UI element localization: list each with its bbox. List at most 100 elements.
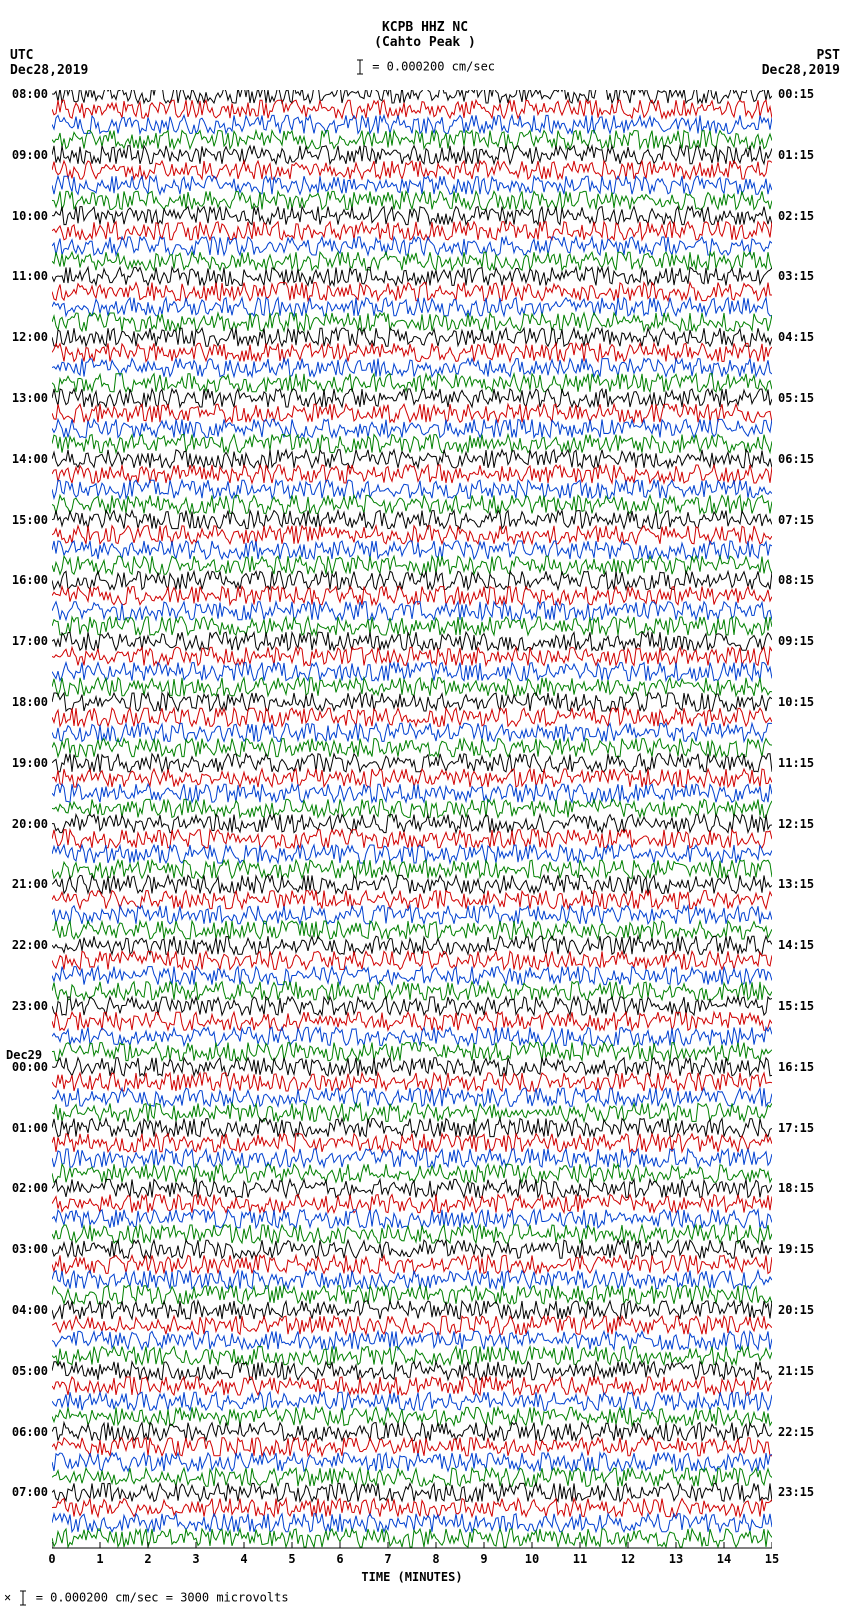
trace-row — [52, 936, 772, 954]
trace-row — [52, 1240, 772, 1258]
trace-row — [52, 435, 772, 453]
trace-row — [52, 739, 772, 757]
right-time-label: 10:15 — [778, 695, 814, 709]
right-time-label: 18:15 — [778, 1181, 814, 1195]
trace-row — [52, 450, 772, 468]
trace-row — [52, 845, 772, 863]
right-time-label: 13:15 — [778, 877, 814, 891]
date-left: Dec28,2019 — [10, 63, 88, 78]
trace-row — [52, 267, 772, 285]
left-time-label: 01:00 — [12, 1121, 48, 1135]
left-time-labels: 08:0009:0010:0011:0012:0013:0014:0015:00… — [6, 90, 50, 1550]
footer-prefix: × — [4, 1591, 11, 1605]
trace-row — [52, 374, 772, 392]
right-time-label: 03:15 — [778, 269, 814, 283]
left-time-label: 07:00 — [12, 1485, 48, 1499]
station-subtitle: (Cahto Peak ) — [0, 35, 850, 50]
tz-right: PST — [762, 48, 840, 63]
trace-row — [52, 784, 772, 802]
right-time-label: 21:15 — [778, 1364, 814, 1378]
x-tick-label: 10 — [525, 1552, 539, 1566]
seismogram-svg — [52, 90, 772, 1550]
left-time-label: 08:00 — [12, 87, 48, 101]
x-tick-label: 2 — [144, 1552, 151, 1566]
seismogram-container: KCPB HHZ NC (Cahto Peak ) = 0.000200 cm/… — [0, 0, 850, 1613]
x-axis: TIME (MINUTES) 0123456789101112131415 — [52, 1550, 772, 1590]
left-time-label: 00:00 — [12, 1060, 48, 1074]
trace-row — [52, 875, 772, 893]
trace-row — [52, 556, 772, 574]
trace-row — [52, 693, 772, 711]
trace-row — [52, 982, 772, 1000]
tz-left: UTC — [10, 48, 88, 63]
trace-row — [52, 359, 772, 377]
left-time-label: 12:00 — [12, 330, 48, 344]
left-time-label: 15:00 — [12, 513, 48, 527]
x-tick-label: 12 — [621, 1552, 635, 1566]
x-tick-label: 7 — [384, 1552, 391, 1566]
left-time-label: 19:00 — [12, 756, 48, 770]
trace-row — [52, 161, 772, 179]
left-time-label: 02:00 — [12, 1181, 48, 1195]
right-time-label: 19:15 — [778, 1242, 814, 1256]
right-time-label: 09:15 — [778, 634, 814, 648]
left-time-label: 13:00 — [12, 391, 48, 405]
footer-scale: × = 0.000200 cm/sec = 3000 microvolts — [4, 1589, 289, 1607]
x-tick-label: 13 — [669, 1552, 683, 1566]
trace-row — [52, 723, 772, 741]
trace-row — [52, 663, 772, 681]
scale-text: = 0.000200 cm/sec — [372, 60, 495, 74]
scale-indicator: = 0.000200 cm/sec — [0, 58, 850, 76]
trace-row — [52, 1012, 772, 1030]
left-time-label: 17:00 — [12, 634, 48, 648]
x-tick-label: 11 — [573, 1552, 587, 1566]
trace-row — [52, 997, 772, 1015]
trace-row — [52, 495, 772, 513]
right-time-label: 11:15 — [778, 756, 814, 770]
trace-row — [52, 343, 772, 361]
trace-row — [52, 587, 772, 605]
right-time-label: 00:15 — [778, 87, 814, 101]
trace-row — [52, 465, 772, 483]
trace-row — [52, 1316, 772, 1334]
left-time-label: 16:00 — [12, 573, 48, 587]
trace-row — [52, 1225, 772, 1243]
right-time-label: 23:15 — [778, 1485, 814, 1499]
x-tick-label: 9 — [480, 1552, 487, 1566]
trace-row — [52, 1453, 772, 1471]
right-time-label: 04:15 — [778, 330, 814, 344]
left-time-label: 20:00 — [12, 817, 48, 831]
trace-row — [52, 237, 772, 255]
trace-row — [52, 1286, 772, 1304]
left-time-label: 21:00 — [12, 877, 48, 891]
trace-row — [52, 541, 772, 559]
trace-row — [52, 1377, 772, 1395]
trace-row — [52, 1043, 772, 1061]
trace-row — [52, 328, 772, 346]
left-time-label: 23:00 — [12, 999, 48, 1013]
x-tick-label: 6 — [336, 1552, 343, 1566]
trace-row — [52, 1407, 772, 1425]
x-tick-label: 8 — [432, 1552, 439, 1566]
trace-row — [52, 678, 772, 696]
trace-row — [52, 90, 772, 103]
scale-bar-icon — [355, 58, 365, 76]
left-time-label: 22:00 — [12, 938, 48, 952]
footer-text: = 0.000200 cm/sec = 3000 microvolts — [36, 1591, 289, 1605]
trace-row — [52, 1255, 772, 1273]
right-time-label: 06:15 — [778, 452, 814, 466]
right-time-label: 07:15 — [778, 513, 814, 527]
x-axis-title: TIME (MINUTES) — [361, 1570, 462, 1584]
footer-scale-bar-icon — [18, 1589, 28, 1607]
trace-row — [52, 769, 772, 787]
left-time-label: 11:00 — [12, 269, 48, 283]
trace-row — [52, 617, 772, 635]
trace-row — [52, 1210, 772, 1228]
right-time-label: 16:15 — [778, 1060, 814, 1074]
trace-row — [52, 1027, 772, 1045]
trace-row — [52, 1073, 772, 1091]
right-time-label: 08:15 — [778, 573, 814, 587]
x-tick-label: 5 — [288, 1552, 295, 1566]
left-time-label: 14:00 — [12, 452, 48, 466]
trace-row — [52, 921, 772, 939]
